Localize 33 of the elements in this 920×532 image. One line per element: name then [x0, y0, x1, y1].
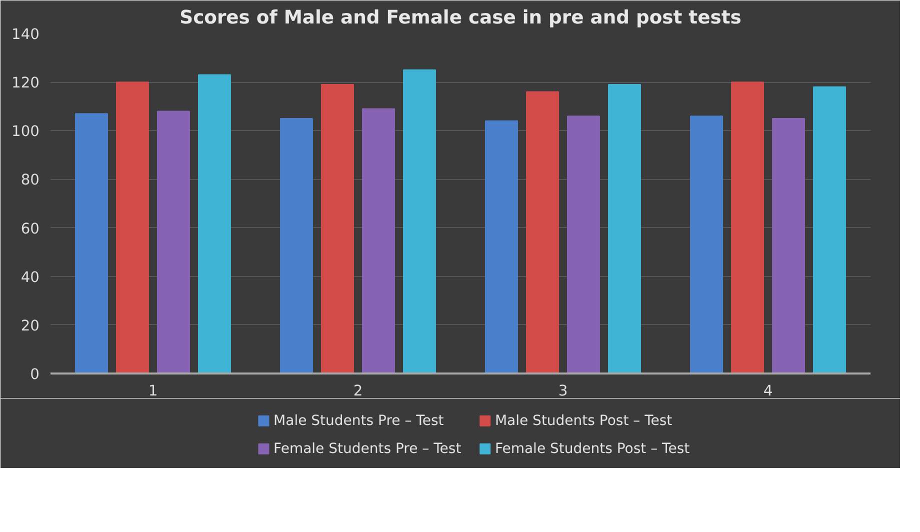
- bar: [75, 113, 108, 374]
- x-tick-label: 2: [353, 382, 363, 400]
- legend-label: Female Students Pre – Test: [274, 440, 462, 457]
- bar: [731, 82, 764, 374]
- x-tick-label: 3: [558, 382, 568, 400]
- y-tick-label: 60: [20, 220, 40, 238]
- y-tick-label: 40: [20, 268, 40, 286]
- bar: [116, 82, 149, 374]
- bar: [280, 118, 313, 374]
- legend-label: Male Students Post – Test: [494, 412, 673, 429]
- bar: [485, 120, 518, 374]
- y-tick-label: 120: [12, 74, 40, 92]
- bar: [198, 74, 231, 374]
- bar: [157, 110, 190, 374]
- legend-label: Male Students Pre – Test: [274, 412, 444, 429]
- bar: [403, 69, 436, 374]
- bar: [362, 108, 395, 374]
- y-tick-label: 20: [20, 317, 40, 334]
- y-tick-label: 0: [30, 366, 40, 383]
- y-tick-label: 140: [12, 26, 40, 43]
- x-tick-label: 1: [148, 382, 158, 400]
- y-tick-label: 100: [12, 123, 40, 140]
- bar: [608, 84, 641, 374]
- bar: [813, 86, 846, 374]
- bar: [772, 118, 805, 374]
- bar: [690, 116, 723, 374]
- legend-label: Female Students Post – Test: [494, 440, 690, 457]
- bar: [321, 84, 354, 374]
- chart-title: Scores of Male and Female case in pre and post tests: [180, 8, 742, 28]
- x-tick-label: 4: [763, 382, 773, 400]
- y-tick-label: 80: [20, 172, 40, 189]
- bar: [567, 116, 600, 374]
- bar: [526, 91, 559, 374]
